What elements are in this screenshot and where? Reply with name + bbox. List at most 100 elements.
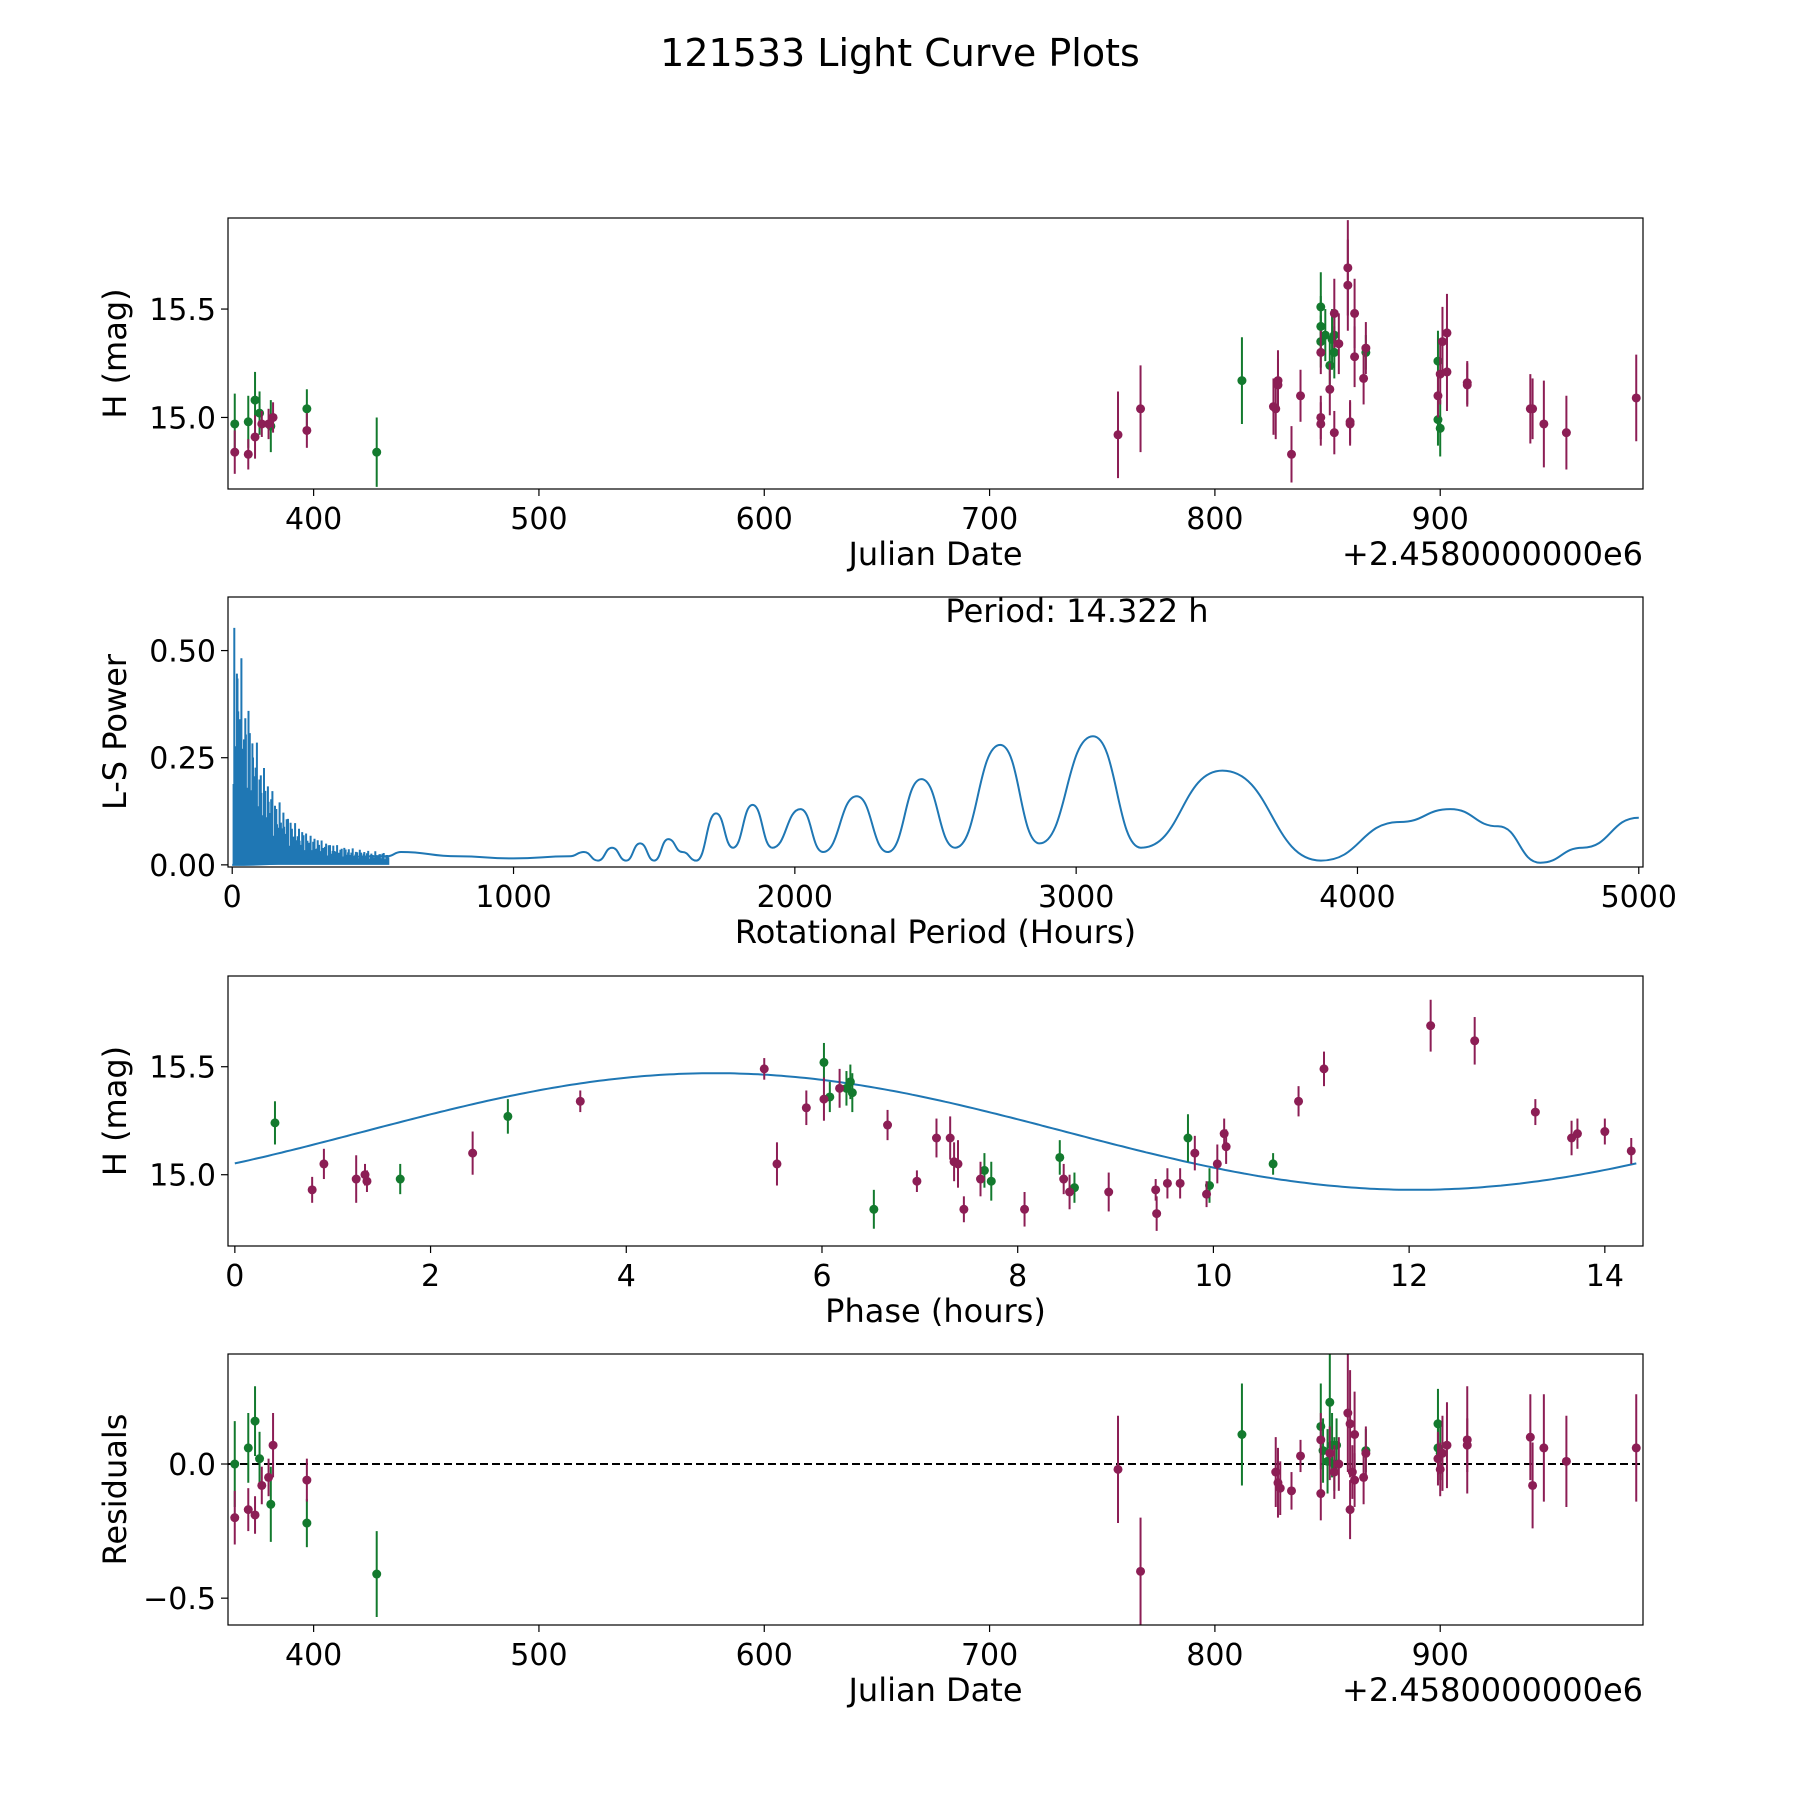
magenta-data-point (1296, 391, 1306, 401)
x-tick-label: 800 (1186, 502, 1243, 537)
magenta-data-point (268, 1440, 278, 1450)
magenta-data-point (1175, 1178, 1185, 1188)
magenta-data-point (257, 1480, 267, 1490)
magenta-data-point (307, 1185, 317, 1195)
magenta-data-point (1437, 1448, 1447, 1458)
green-data-point (266, 1499, 276, 1509)
magenta-data-point (801, 1103, 811, 1113)
magenta-data-point (250, 432, 260, 442)
plot-area (228, 1354, 1643, 1625)
green-data-point (270, 1118, 280, 1128)
magenta-data-point (1287, 449, 1297, 459)
x-tick-label: 3000 (1038, 880, 1114, 915)
magenta-data-point (1296, 1451, 1306, 1461)
green-data-point (255, 1454, 265, 1464)
x-tick-label: 400 (285, 502, 342, 537)
magenta-data-point (1294, 1096, 1304, 1106)
magenta-data-point (1316, 347, 1326, 357)
x-tick-label: 0 (225, 1259, 244, 1294)
green-data-point (1183, 1133, 1193, 1143)
x-tick-label: 1000 (475, 880, 551, 915)
y-tick-label: 0.25 (149, 742, 216, 777)
x-tick-label: 2 (421, 1259, 440, 1294)
magenta-data-point (1316, 1489, 1326, 1499)
periodogram-dense-region (232, 627, 390, 865)
magenta-data-point (1219, 1129, 1229, 1139)
x-tick-label: 6 (812, 1259, 831, 1294)
green-data-point (395, 1174, 405, 1184)
green-data-point (250, 395, 260, 405)
magenta-data-point (759, 1064, 769, 1074)
magenta-data-point (1325, 1448, 1335, 1458)
green-data-point (1268, 1159, 1278, 1169)
magenta-data-point (883, 1120, 893, 1130)
magenta-data-point (1151, 1185, 1161, 1195)
raw-lightcurve-panel: 400 500 600 700 800 900 15.0 15.5 Julian Date H (… (96, 217, 1644, 573)
y-tick-label: 0.50 (149, 635, 216, 670)
x-tick-label: 400 (285, 1638, 342, 1673)
magenta-data-point (1329, 1467, 1339, 1477)
x-axis-label: Julian Date (846, 1671, 1022, 1709)
magenta-data-point (1442, 1440, 1452, 1450)
magenta-data-point (1316, 1435, 1326, 1445)
magenta-data-point (575, 1096, 585, 1106)
x-tick-label: 500 (510, 1638, 567, 1673)
magenta-data-point (1359, 373, 1369, 383)
plot-area (232, 627, 1639, 866)
magenta-data-point (953, 1159, 963, 1169)
green-data-point (845, 1077, 855, 1087)
magenta-data-point (1329, 428, 1339, 438)
x-axis-label: Phase (hours) (825, 1292, 1046, 1330)
periodogram-line (232, 735, 1639, 866)
plot-area (230, 220, 1641, 487)
y-axis-label: H (mag) (96, 288, 134, 418)
green-data-point (243, 417, 253, 427)
green-data-point (979, 1165, 989, 1175)
x-axis-label: Julian Date (846, 535, 1022, 573)
magenta-data-point (1152, 1209, 1162, 1219)
magenta-series (230, 220, 1641, 483)
magenta-data-point (1426, 1021, 1436, 1031)
green-data-point (1055, 1152, 1065, 1162)
magenta-data-point (1162, 1178, 1172, 1188)
magenta-data-point (1136, 404, 1146, 414)
x-tick-label: 700 (961, 502, 1018, 537)
magenta-data-point (1275, 1483, 1285, 1493)
magenta-data-point (1539, 1443, 1549, 1453)
magenta-data-point (1325, 384, 1335, 394)
magenta-data-point (1462, 380, 1472, 390)
magenta-data-point (1316, 419, 1326, 429)
magenta-data-point (1350, 1429, 1360, 1439)
y-axis-label: Residuals (96, 1414, 134, 1566)
magenta-data-point (1528, 404, 1538, 414)
magenta-data-point (1190, 1148, 1200, 1158)
green-data-point (503, 1111, 513, 1121)
x-tick-label: 2000 (757, 880, 833, 915)
magenta-data-point (1528, 1480, 1538, 1490)
y-tick-label: 15.0 (149, 1159, 216, 1194)
y-tick-label: −0.5 (143, 1582, 216, 1617)
x-tick-label: 800 (1186, 1638, 1243, 1673)
green-data-point (986, 1176, 996, 1186)
green-data-point (250, 1416, 260, 1426)
magenta-data-point (1345, 1419, 1355, 1429)
green-data-point (230, 1459, 240, 1469)
x-offset-label: +2.4580000000e6 (1342, 1671, 1643, 1709)
axes-frame (227, 596, 1644, 868)
x-tick-label: 900 (1412, 1638, 1469, 1673)
magenta-data-point (1626, 1146, 1636, 1156)
suptitle: 121533 Light Curve Plots (660, 31, 1140, 75)
magenta-data-point (1221, 1142, 1231, 1152)
magenta-data-point (302, 1475, 312, 1485)
magenta-data-point (362, 1176, 372, 1186)
axes-frame (227, 1353, 1644, 1626)
green-data-point (819, 1057, 829, 1067)
magenta-data-point (1437, 337, 1447, 347)
x-tick-label: 0 (223, 880, 242, 915)
axes-frame (227, 217, 1644, 490)
magenta-series (230, 1354, 1641, 1625)
x-tick-label: 8 (1008, 1259, 1027, 1294)
y-tick-label: 15.5 (149, 293, 216, 328)
x-tick-label: 4 (617, 1259, 636, 1294)
